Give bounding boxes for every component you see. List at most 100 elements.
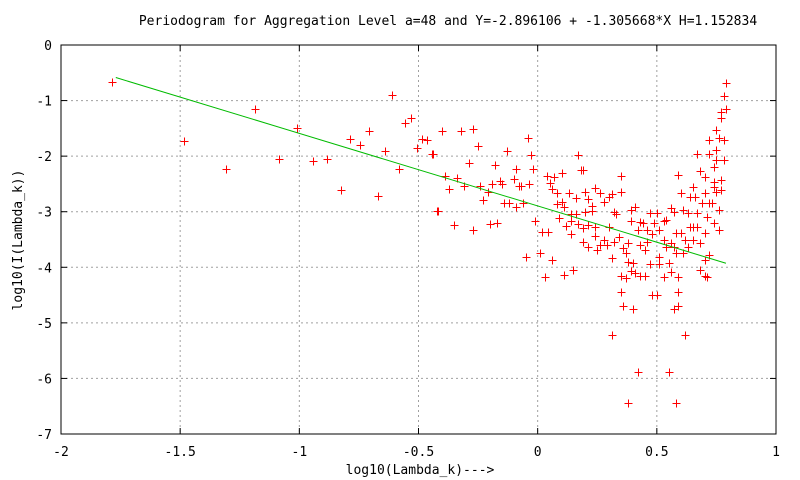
data-point-plus-marker [476,182,485,191]
data-point-plus-marker [413,144,422,153]
data-point-plus-marker [608,254,617,263]
data-point-plus-marker [553,189,562,198]
data-point-plus-marker [579,238,588,247]
data-point-plus-marker [593,246,602,255]
data-point-plus-marker [672,249,681,258]
data-point-plus-marker [579,166,588,175]
data-point-plus-marker [493,219,502,228]
data-point-plus-marker [541,273,550,282]
data-point-plus-marker [701,272,710,281]
x-tick-label: -2 [53,445,69,460]
data-point-plus-marker [457,127,466,136]
data-point-plus-marker [639,219,648,228]
data-point-plus-marker [395,165,404,174]
data-point-plus-marker [629,305,638,314]
data-point-plus-marker [712,156,721,165]
data-point-plus-marker [617,188,626,197]
data-point-plus-marker [581,208,590,217]
data-point-plus-marker [546,179,555,188]
y-tick-label: 0 [44,39,52,54]
data-point-plus-marker [560,203,569,212]
data-point-plus-marker [469,226,478,235]
data-point-plus-marker [693,150,702,159]
data-point-plus-marker [596,189,605,198]
data-point-plus-marker [486,220,495,229]
data-point-plus-marker [617,172,626,181]
y-tick-label: -5 [36,317,52,332]
data-point-plus-marker [503,147,512,156]
data-point-plus-marker [703,273,712,282]
data-point-plus-marker [572,210,581,219]
data-point-plus-marker [634,226,643,235]
data-point-plus-marker [407,114,416,123]
data-point-plus-marker [519,199,528,208]
data-point-plus-marker [701,229,710,238]
data-point-plus-marker [418,135,427,144]
data-point-plus-marker [660,217,669,226]
data-point-plus-marker [720,136,729,145]
data-point-plus-marker [293,124,302,133]
data-point-plus-marker [275,155,284,164]
data-point-plus-marker [641,272,650,281]
data-point-plus-marker [643,226,652,235]
data-point-plus-marker [717,176,726,185]
data-point-plus-marker [627,217,636,226]
data-point-plus-marker [650,219,659,228]
data-point-plus-marker [617,272,626,281]
data-point-plus-marker [510,175,519,184]
data-point-plus-marker [684,209,693,218]
data-point-plus-marker [505,199,514,208]
data-point-plus-marker [558,198,567,207]
data-point-plus-marker [701,189,710,198]
data-point-plus-marker [484,188,493,197]
data-point-plus-marker [608,331,617,340]
grid [61,45,776,434]
data-point-plus-marker [689,223,698,232]
data-point-plus-marker [543,172,552,181]
data-point-plus-marker [337,186,346,195]
data-point-plus-marker [655,260,664,269]
y-axis-label: log10(I(Lambda_k)) [11,170,26,311]
data-point-plus-marker [693,209,702,218]
data-point-plus-marker [584,243,593,252]
y-tick-label: -1 [36,95,52,110]
data-point-plus-marker [715,226,724,235]
data-point-plus-marker [600,236,609,245]
data-point-plus-marker [474,142,483,151]
data-point-plus-marker [665,259,674,268]
data-point-plus-marker [608,190,617,199]
data-point-plus-marker [636,241,645,250]
data-point-plus-marker [689,183,698,192]
data-point-plus-marker [691,193,700,202]
data-point-plus-marker [677,189,686,198]
data-point-plus-marker [600,198,609,207]
y-tick-label: -6 [36,372,52,387]
data-point-plus-marker [648,230,657,239]
data-point-plus-marker [574,151,583,160]
data-point-plus-marker [558,169,567,178]
data-point-plus-marker [720,156,729,165]
data-point-plus-marker [381,147,390,156]
y-tick-label: -2 [36,150,52,165]
fit-line [115,77,727,264]
data-point-plus-marker [610,238,619,247]
data-point-plus-marker [612,210,621,219]
data-point-plus-marker [584,221,593,230]
data-point-plus-marker [574,220,583,229]
plot-border [60,44,777,435]
data-point-plus-marker [560,271,569,280]
data-point-plus-marker [603,241,612,250]
data-point-plus-marker [591,223,600,232]
data-point-plus-marker [681,331,690,340]
data-point-plus-marker [667,268,676,277]
data-point-plus-marker [662,216,671,225]
data-point-plus-marker [655,253,664,262]
data-point-plus-marker [715,206,724,215]
data-point-plus-marker [617,288,626,297]
x-axis-label: log10(Lambda_k)---> [346,463,495,478]
data-point-plus-marker [529,165,538,174]
data-point-plus-marker [624,399,633,408]
x-tick-label: 0 [534,445,542,460]
x-tick-label: -0.5 [403,445,434,460]
